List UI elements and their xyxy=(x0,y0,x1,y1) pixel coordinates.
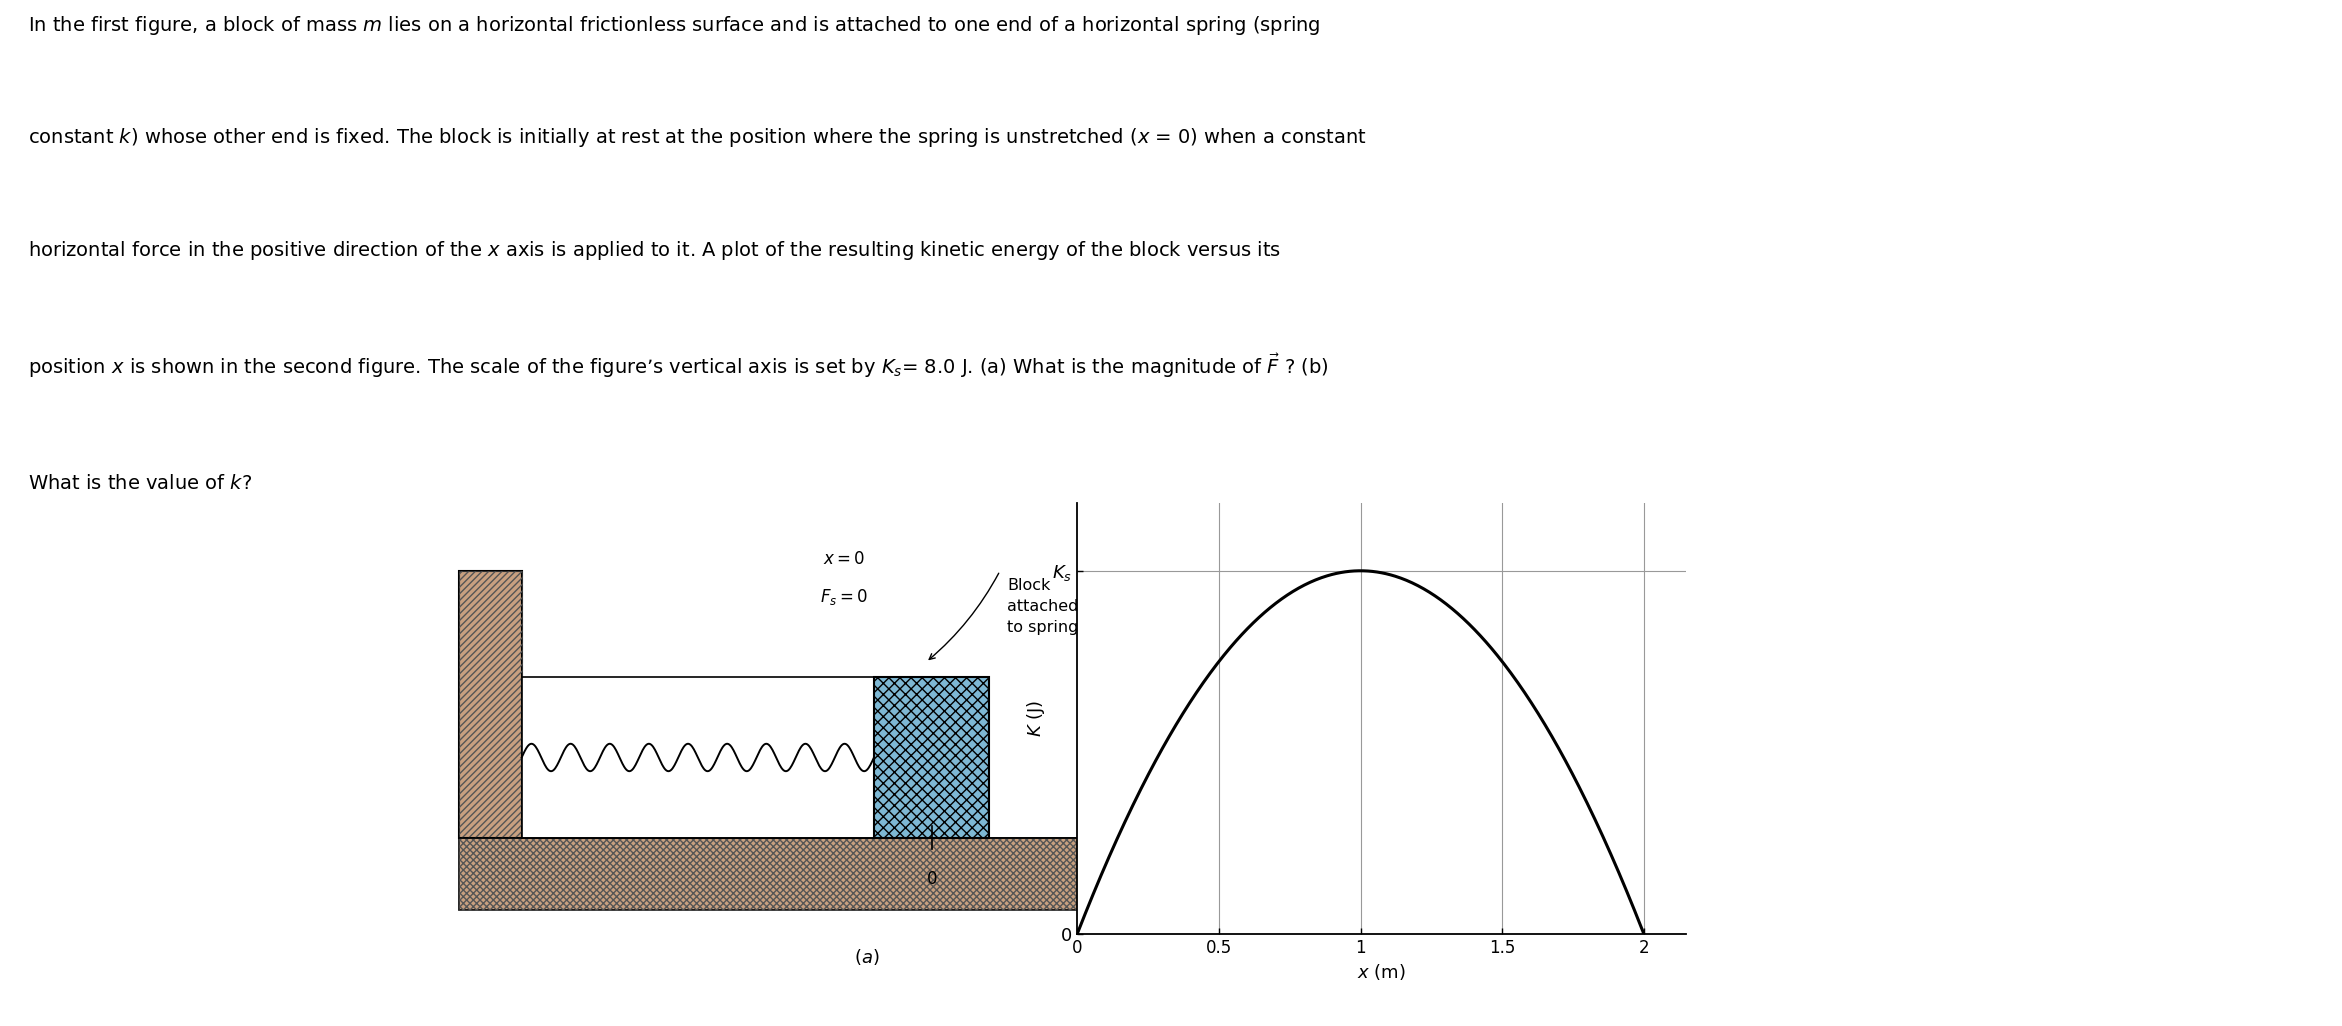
Text: $x$: $x$ xyxy=(1297,830,1309,849)
Text: position $x$ is shown in the second figure. The scale of the figure’s vertical a: position $x$ is shown in the second figu… xyxy=(28,352,1328,381)
Bar xyxy=(459,837,1237,910)
X-axis label: $x$ (m): $x$ (m) xyxy=(1358,962,1405,982)
Bar xyxy=(459,570,522,837)
Text: 0: 0 xyxy=(927,870,937,889)
Text: $F_s = 0$: $F_s = 0$ xyxy=(820,588,869,607)
Text: $(a)$: $(a)$ xyxy=(855,947,878,968)
Text: What is the value of $k$?: What is the value of $k$? xyxy=(28,474,253,494)
Bar xyxy=(874,677,988,837)
Bar xyxy=(459,837,1237,910)
Text: $x = 0$: $x = 0$ xyxy=(824,550,864,568)
Bar xyxy=(459,570,522,837)
Text: horizontal force in the positive direction of the $x$ axis is applied to it. A p: horizontal force in the positive directi… xyxy=(28,239,1281,263)
Y-axis label: $K$ (J): $K$ (J) xyxy=(1026,700,1047,737)
Text: Block
attached
to spring: Block attached to spring xyxy=(1007,579,1080,635)
Text: constant $k$) whose other end is fixed. The block is initially at rest at the po: constant $k$) whose other end is fixed. … xyxy=(28,126,1368,150)
Text: In the first figure, a block of mass $m$ lies on a horizontal frictionless surfa: In the first figure, a block of mass $m$… xyxy=(28,13,1321,37)
Bar xyxy=(522,677,930,837)
Bar xyxy=(874,677,988,837)
